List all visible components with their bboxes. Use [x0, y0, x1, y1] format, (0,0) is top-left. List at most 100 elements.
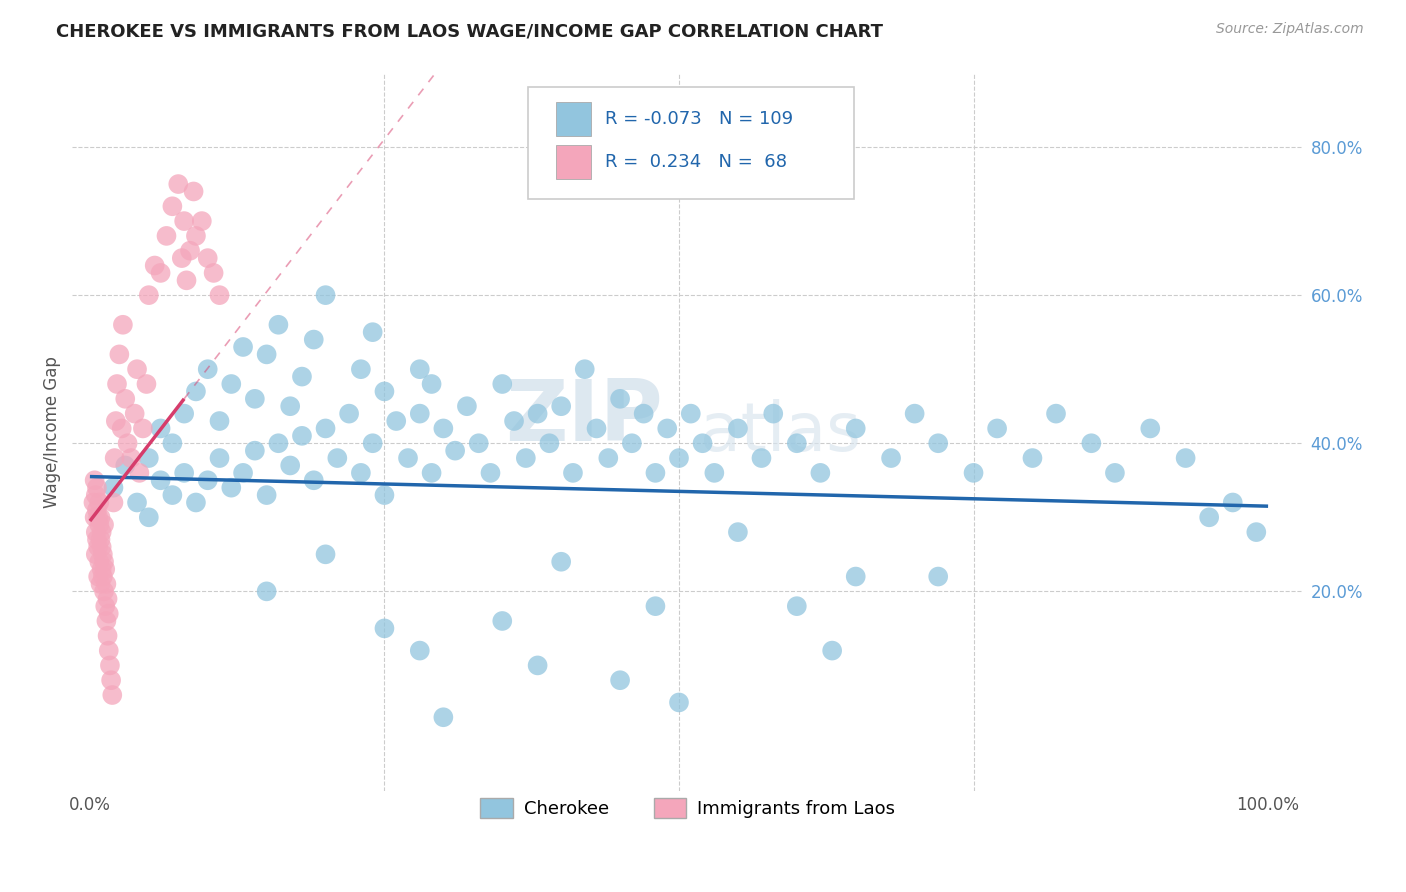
Point: [1045, 407, 1067, 421]
Point: [1139, 421, 1161, 435]
Point: [420, 466, 443, 480]
Point: [184, 495, 207, 509]
Point: [103, 481, 125, 495]
Point: [149, 266, 172, 280]
Point: [409, 643, 432, 657]
Point: [609, 673, 631, 688]
Point: [84, 525, 107, 540]
Point: [679, 407, 702, 421]
Point: [232, 340, 254, 354]
Point: [727, 421, 749, 435]
Point: [491, 376, 513, 391]
Point: [143, 259, 166, 273]
Point: [845, 569, 868, 583]
Point: [100, 673, 122, 688]
Point: [456, 399, 478, 413]
Point: [373, 384, 395, 399]
Point: [927, 436, 949, 450]
Point: [373, 488, 395, 502]
Point: [727, 525, 749, 540]
Point: [173, 407, 195, 421]
Point: [97, 607, 120, 621]
Point: [526, 407, 548, 421]
Point: [149, 421, 172, 435]
Point: [550, 399, 572, 413]
Point: [1080, 436, 1102, 450]
Point: [155, 228, 177, 243]
Point: [176, 273, 198, 287]
Text: R =  0.234   N =  68: R = 0.234 N = 68: [606, 153, 787, 171]
Point: [1198, 510, 1220, 524]
Point: [162, 199, 184, 213]
Point: [845, 421, 868, 435]
Point: [117, 436, 139, 450]
Text: R = -0.073   N = 109: R = -0.073 N = 109: [606, 110, 793, 128]
Point: [598, 451, 620, 466]
Point: [291, 429, 314, 443]
Point: [256, 347, 278, 361]
Point: [256, 584, 278, 599]
Point: [927, 569, 949, 583]
Point: [90, 525, 112, 540]
Point: [302, 333, 325, 347]
Point: [432, 710, 454, 724]
Point: [97, 629, 120, 643]
Point: [467, 436, 489, 450]
Point: [515, 451, 537, 466]
Point: [93, 555, 115, 569]
Point: [162, 488, 184, 502]
Point: [83, 473, 105, 487]
Point: [1222, 495, 1244, 509]
Point: [444, 443, 467, 458]
Point: [315, 547, 337, 561]
Point: [219, 376, 242, 391]
Point: [479, 466, 502, 480]
Point: [385, 414, 408, 428]
Point: [278, 399, 301, 413]
Point: [550, 555, 572, 569]
Point: [208, 414, 231, 428]
Point: [149, 473, 172, 487]
Point: [89, 517, 111, 532]
Point: [503, 414, 526, 428]
Point: [197, 473, 219, 487]
Point: [526, 658, 548, 673]
Point: [256, 488, 278, 502]
Point: [396, 451, 419, 466]
Point: [89, 555, 111, 569]
Point: [104, 451, 127, 466]
Point: [114, 458, 136, 473]
Point: [105, 376, 128, 391]
Point: [361, 436, 384, 450]
Point: [90, 540, 112, 554]
Point: [89, 495, 111, 509]
Point: [184, 228, 207, 243]
Point: [93, 584, 115, 599]
Text: CHEROKEE VS IMMIGRANTS FROM LAOS WAGE/INCOME GAP CORRELATION CHART: CHEROKEE VS IMMIGRANTS FROM LAOS WAGE/IN…: [56, 22, 883, 40]
Point: [986, 421, 1008, 435]
Point: [197, 251, 219, 265]
Point: [538, 436, 561, 450]
Point: [87, 510, 110, 524]
Point: [409, 407, 432, 421]
Point: [668, 451, 690, 466]
Point: [89, 577, 111, 591]
Point: [167, 177, 190, 191]
Legend: Cherokee, Immigrants from Laos: Cherokee, Immigrants from Laos: [474, 791, 903, 825]
Point: [243, 392, 266, 406]
Point: [120, 451, 142, 466]
Point: [94, 599, 117, 614]
Point: [125, 362, 148, 376]
Point: [91, 547, 114, 561]
Point: [432, 421, 454, 435]
Point: [703, 466, 725, 480]
Point: [101, 688, 124, 702]
Point: [208, 288, 231, 302]
Point: [337, 407, 360, 421]
Point: [786, 599, 808, 614]
Point: [491, 614, 513, 628]
Point: [562, 466, 585, 480]
Point: [409, 362, 432, 376]
Point: [1246, 525, 1268, 540]
Point: [132, 421, 155, 435]
